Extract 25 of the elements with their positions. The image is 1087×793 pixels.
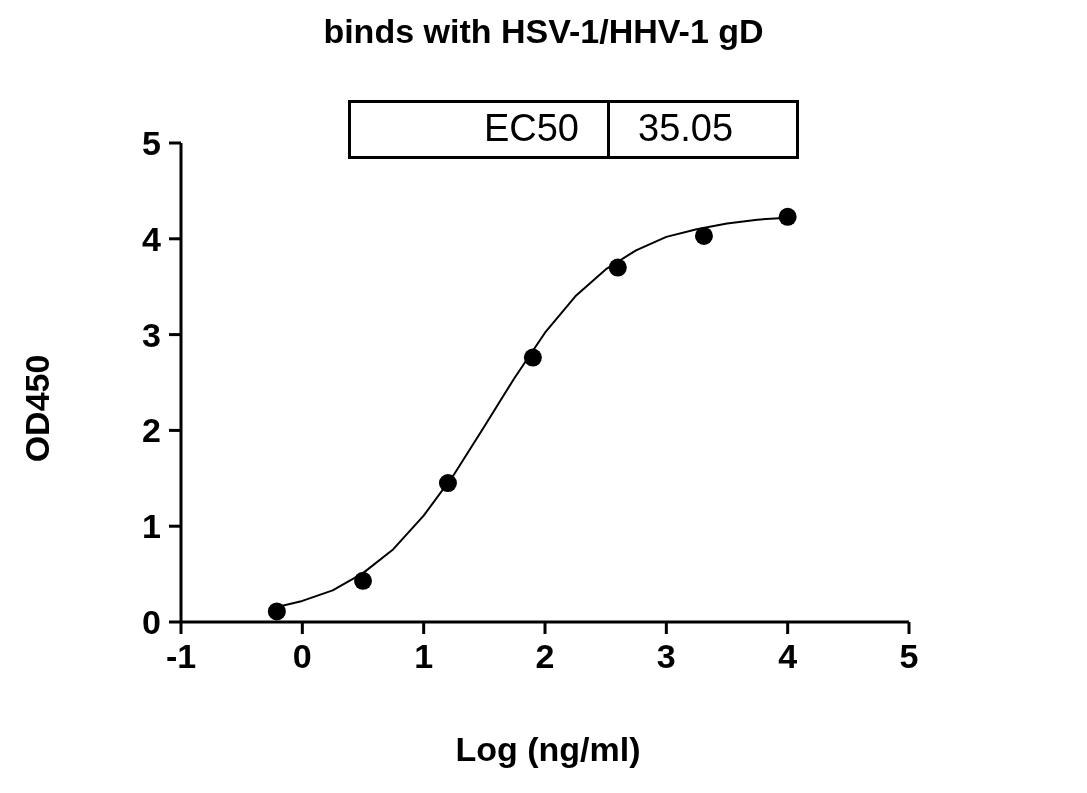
- y-tick-label: 0: [142, 603, 161, 642]
- x-tick-label: 2: [535, 637, 555, 676]
- chart-title: binds with HSV-1/HHV-1 gD: [322, 12, 765, 51]
- y-tick-label: 2: [142, 411, 161, 450]
- x-tick-label: 5: [899, 637, 919, 676]
- y-tick-label: 1: [142, 507, 161, 546]
- y-tick-label: 4: [142, 219, 162, 258]
- point: [354, 571, 372, 590]
- y-tick-label: 5: [142, 124, 161, 163]
- point: [778, 207, 797, 226]
- x-tick-label: 0: [292, 637, 312, 676]
- x-tick-label: 3: [656, 637, 676, 676]
- y-tick-label: 3: [142, 315, 161, 354]
- point: [694, 226, 713, 245]
- point: [523, 348, 542, 367]
- y-axis-title: OD450: [18, 354, 58, 462]
- x-tick-label: 1: [414, 637, 434, 676]
- annotation: 35.05: [608, 101, 798, 158]
- point: [438, 474, 457, 493]
- x-tick-label: -1: [165, 637, 197, 676]
- x-axis-title: Log (ng/ml): [454, 730, 642, 769]
- x-tick-label: 4: [778, 637, 798, 676]
- annotation: EC50: [349, 101, 609, 158]
- point: [267, 602, 286, 621]
- point: [608, 258, 627, 277]
